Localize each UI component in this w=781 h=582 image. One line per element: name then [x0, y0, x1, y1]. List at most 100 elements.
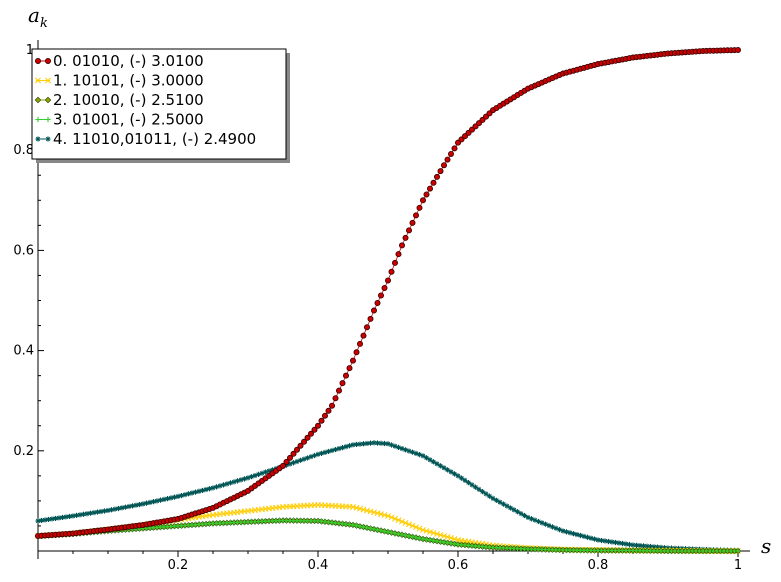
data-point [630, 542, 636, 548]
data-point [73, 512, 80, 518]
data-point [423, 455, 430, 461]
data-point [560, 528, 566, 534]
data-point [388, 442, 395, 448]
data-point [220, 482, 227, 488]
data-point [437, 463, 444, 469]
data-point [392, 530, 398, 536]
data-point [479, 489, 486, 495]
data-point [430, 538, 437, 544]
data-point [420, 453, 426, 459]
data-point [405, 227, 412, 234]
data-point [203, 486, 209, 493]
data-point [451, 536, 458, 542]
data-point [409, 219, 416, 226]
data-point [563, 529, 570, 535]
data-point [427, 457, 433, 463]
y-axis-title: ak [28, 3, 48, 31]
data-point [367, 508, 374, 515]
data-point [35, 136, 41, 142]
data-point [84, 511, 90, 517]
y-axis-title-main: a [28, 3, 40, 27]
data-point [63, 514, 69, 520]
data-point [189, 490, 195, 496]
data-point [381, 440, 388, 447]
data-point [77, 512, 83, 518]
data-point [392, 443, 398, 449]
legend-box [31, 48, 287, 160]
data-point [416, 204, 423, 211]
data-point [385, 529, 391, 535]
data-point [307, 430, 314, 437]
data-point [514, 509, 521, 515]
data-point [416, 535, 423, 541]
data-point [402, 532, 409, 539]
data-point [161, 496, 167, 502]
data-point [59, 514, 66, 521]
data-point [370, 307, 377, 314]
plot-area [34, 47, 742, 555]
data-point [371, 440, 377, 446]
data-point [343, 444, 349, 450]
data-point [34, 96, 42, 104]
data-point [192, 489, 199, 495]
data-point [143, 500, 150, 506]
data-point [441, 539, 447, 545]
data-point [349, 357, 356, 364]
data-point [598, 537, 605, 544]
data-point [595, 537, 601, 543]
data-point [633, 542, 640, 548]
data-point [44, 96, 52, 104]
data-point [182, 492, 188, 498]
data-point [427, 537, 433, 543]
data-point [297, 442, 304, 449]
data-point [588, 535, 594, 541]
data-point [119, 505, 125, 511]
data-point [311, 452, 318, 459]
data-point [304, 455, 311, 461]
data-point [462, 477, 468, 483]
data-point [444, 540, 451, 546]
data-point [346, 443, 353, 449]
data-point [367, 525, 374, 532]
x-tick-label: 0.8 [588, 558, 609, 573]
data-point [150, 499, 157, 505]
data-point [584, 534, 591, 540]
data-point [213, 484, 220, 490]
data-point [616, 540, 622, 546]
data-point [398, 242, 405, 249]
data-point [472, 484, 479, 490]
data-point [567, 530, 573, 536]
legend-label: 0. 01010, (-) 3.0100 [53, 52, 204, 70]
y-tick-label: 0.2 [13, 444, 34, 459]
data-point [391, 259, 398, 266]
data-point [374, 300, 381, 307]
data-point [420, 536, 426, 542]
data-point [549, 524, 556, 530]
data-point [441, 465, 447, 471]
data-point [87, 510, 94, 516]
data-point [525, 514, 531, 521]
data-point [602, 538, 608, 544]
data-point [297, 457, 304, 463]
data-point [136, 501, 143, 508]
data-point [409, 534, 416, 540]
data-point [206, 486, 213, 492]
y-tick-label: 0.4 [13, 344, 34, 359]
data-point [437, 532, 444, 538]
data-point [248, 474, 255, 480]
data-point [367, 315, 374, 322]
data-point [465, 480, 472, 486]
data-point [399, 445, 405, 452]
data-point [392, 515, 398, 522]
data-point [318, 417, 325, 424]
data-point [374, 440, 381, 446]
data-point [35, 518, 41, 524]
data-point [353, 504, 360, 511]
data-point [406, 533, 412, 539]
legend-label: 4. 11010,01011, (-) 2.4900 [53, 130, 256, 148]
data-point [423, 528, 430, 534]
data-point [423, 191, 430, 198]
data-point [279, 462, 286, 469]
data-point [542, 521, 549, 527]
data-point [364, 507, 370, 514]
